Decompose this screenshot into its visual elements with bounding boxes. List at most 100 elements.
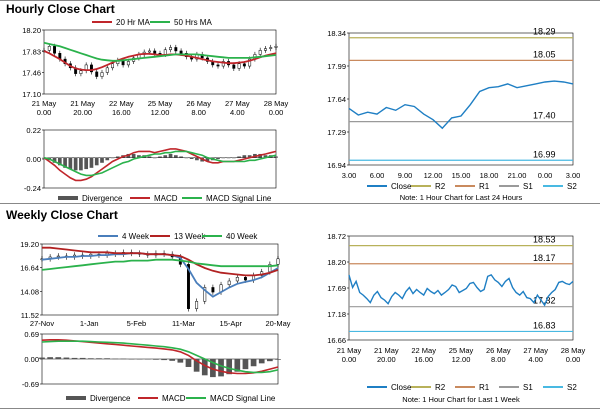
weekly-macd-divergence-bar [258, 359, 265, 364]
hourly-price-xtick: 25 May [148, 99, 173, 108]
hourly-price-legend-label: 20 Hr MA [116, 18, 150, 27]
hourly-price-ytick: 18.20 [22, 26, 41, 35]
hourly-price-candle [264, 48, 267, 51]
weekly-close-ytick: 17.69 [327, 284, 346, 293]
hourly-price-candle [90, 64, 93, 73]
hourly-macd-divergence-bar [179, 156, 183, 158]
weekly-close-legend-label: R1 [479, 383, 490, 392]
hourly-price-candle [111, 63, 114, 69]
hourly-macd-divergence-bar [73, 157, 78, 171]
hourly-price-xtick: 28 May [264, 99, 289, 108]
hourly-price-xtick: 16.00 [112, 108, 131, 117]
weekly-close-ytick: 18.20 [327, 258, 346, 267]
weekly-macd-divergence-bar [120, 358, 127, 360]
hourly-close-legend-label: R2 [435, 182, 446, 191]
weekly-price-xtick: 1-Jan [80, 319, 99, 328]
hourly-close-level-label: 17.40 [533, 111, 556, 121]
weekly-close-xtick: 25 May [449, 346, 474, 355]
weekly-macd-divergence-bar [144, 359, 151, 360]
hourly-price-candle [174, 47, 178, 52]
weekly-close-level-label: 16.83 [533, 320, 556, 330]
weekly-close-xtick: 4.00 [528, 355, 543, 364]
weekly-macd-divergence-bar [153, 359, 159, 360]
weekly-close-ytick: 18.72 [327, 232, 346, 241]
hourly-price-candle [126, 61, 130, 66]
hourly-price-xtick: 4.00 [230, 108, 245, 117]
hourly-macd-ytick: 0.22 [26, 126, 41, 135]
weekly-macd-divergence-bar [193, 359, 200, 372]
weekly-close-xtick: 16.00 [414, 355, 433, 364]
hourly-macd-legend-label: MACD [154, 194, 178, 203]
hourly-macd-legend-label: MACD Signal Line [206, 194, 272, 203]
hourly-close-xtick: 15.00 [452, 171, 471, 180]
weekly-close-ytick: 16.66 [327, 336, 346, 345]
hourly-macd-divergence-bar [189, 157, 194, 159]
hourly-macd-divergence-bar [221, 157, 226, 159]
hourly-close-level-label: 18.05 [533, 49, 556, 59]
weekly-price-candle [203, 287, 207, 302]
weekly-macd-divergence-bar [39, 357, 45, 359]
hourly-close-xtick: 6.00 [370, 171, 385, 180]
hourly-macd-divergence-bar [237, 156, 241, 158]
hourly-price-xtick: 22 May [109, 99, 134, 108]
hourly-price-candle [232, 64, 236, 69]
hourly-price-candle [258, 50, 262, 55]
weekly-macd-divergence-bar [218, 359, 224, 377]
hourly-macd-divergence-bar [247, 155, 252, 158]
weekly-macd-divergence-bar [87, 358, 94, 359]
hourly-price-xtick: 21 May [70, 99, 95, 108]
weekly-close-xtick: 22 May [411, 346, 436, 355]
weekly-macd-signal-line [41, 340, 279, 374]
hourly-macd-divergence-bar [195, 157, 199, 161]
hourly-macd-divergence-bar [158, 156, 162, 158]
hourly-macd-divergence-bar [57, 157, 62, 166]
weekly-price-candle [187, 264, 190, 309]
hourly-macd-divergence-bar [263, 155, 268, 158]
hourly-price-xtick: 20.00 [73, 108, 92, 117]
weekly-macd-divergence-bar [275, 359, 281, 360]
weekly-macd-legend-label: MACD Signal Line [210, 394, 276, 403]
weekly-price-candle [276, 258, 280, 265]
hourly-close-legend-label: R1 [479, 182, 490, 191]
weekly-macd-divergence-bar [136, 359, 143, 360]
weekly-macd-divergence-bar [161, 359, 167, 361]
weekly-macd-divergence-bar [63, 357, 70, 359]
hourly-price-xtick: 26 May [186, 99, 211, 108]
hourly-close-xtick: 3.00 [566, 171, 581, 180]
hourly-price-ma50-line [43, 41, 277, 62]
hourly-close-ytick: 18.34 [327, 29, 346, 38]
weekly-close-xtick: 26 May [486, 346, 511, 355]
hourly-price-xtick: 12.00 [151, 108, 170, 117]
weekly-macd-divergence-bar [185, 359, 192, 367]
weekly-close-legend-label: S1 [523, 383, 533, 392]
hourly-price-candle [274, 46, 278, 48]
weekly-macd-legend-swatch [66, 396, 86, 400]
hourly-macd-divergence-bar [242, 155, 247, 158]
hourly-macd-divergence-bar [152, 157, 157, 159]
weekly-price-xtick: 15-Apr [220, 319, 243, 328]
hourly-price-candle [242, 63, 246, 67]
hourly-close-ytick: 16.94 [327, 161, 346, 170]
hourly-macd-divergence-bar [94, 157, 99, 166]
weekly-macd-divergence-bar [96, 358, 102, 359]
hourly-price-xtick: 0.00 [37, 108, 52, 117]
hourly-price-candle [79, 70, 83, 74]
hourly-price-candle [221, 61, 225, 67]
weekly-close-legend-label: S2 [567, 383, 577, 392]
weekly-close-level-label: 17.32 [533, 296, 556, 306]
hourly-close-xtick: 9.00 [398, 171, 413, 180]
weekly-macd-divergence-bar [55, 357, 62, 359]
hourly-close-ytick: 17.64 [327, 95, 346, 104]
weekly-close-ytick: 17.18 [327, 310, 346, 319]
weekly-macd-divergence-bar [234, 359, 241, 372]
hourly-price-ytick: 17.46 [22, 69, 41, 78]
weekly-close-xtick: 27 May [523, 346, 548, 355]
hourly-price-candle [95, 71, 99, 77]
hourly-price-candle [47, 46, 51, 51]
hourly-macd-divergence-bar [168, 153, 173, 158]
weekly-close-xtick: 20.00 [377, 355, 396, 364]
hourly-price-ytick: 17.10 [22, 90, 41, 99]
weekly-price-legend-label: 13 Week [174, 232, 206, 241]
weekly-close-xtick: 28 May [561, 346, 586, 355]
